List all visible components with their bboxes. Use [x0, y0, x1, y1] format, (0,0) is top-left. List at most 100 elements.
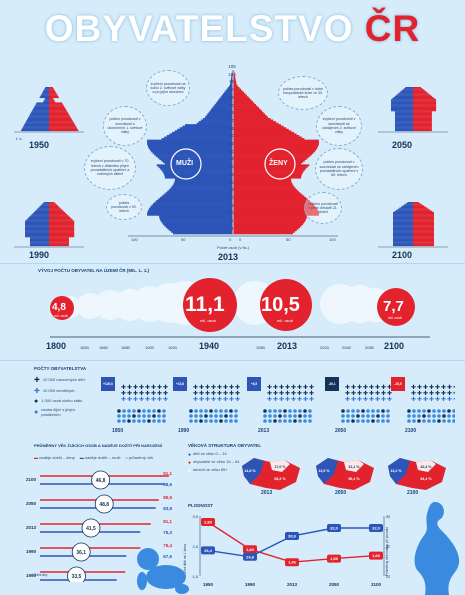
x-tick: 100	[329, 237, 336, 242]
person-icon	[209, 409, 213, 413]
person-icon	[422, 414, 426, 418]
pyramid-bar-women	[233, 128, 289, 131]
mini-bar-women	[49, 203, 56, 205]
pyramid-bar-men	[172, 184, 233, 187]
pyramid-bar-women	[233, 76, 236, 79]
mini-bar-men	[395, 128, 413, 130]
mini-bar-women	[49, 221, 75, 223]
mini-bar-men	[30, 239, 49, 241]
person-icon	[117, 409, 121, 413]
mini-bar-women	[413, 88, 423, 90]
mini-bar-men	[40, 205, 49, 207]
cross-icon: ✚	[285, 390, 290, 397]
mini-bar-women	[413, 117, 432, 119]
avg-age-value: 33,5	[72, 574, 82, 580]
pyramid-bar-women	[233, 114, 267, 117]
value-1800: 4,8	[52, 302, 66, 313]
pyramid-bar-men	[159, 196, 233, 199]
mini-bar-men	[393, 219, 413, 221]
cross-icon: ✚	[199, 384, 204, 391]
mini-bar-men	[40, 94, 49, 96]
pyramid-bar-women	[233, 170, 304, 173]
value-2013: 10,5	[261, 294, 300, 316]
person-icon	[142, 419, 146, 423]
person-icon	[268, 409, 272, 413]
mini-bar-men	[41, 93, 49, 95]
person-icon	[442, 414, 446, 418]
women-circle	[264, 148, 296, 180]
person-icon	[234, 409, 238, 413]
pyramid-bar-women	[233, 155, 311, 157]
pyramid-bar-men	[161, 138, 233, 140]
cross-icon: ✚	[151, 396, 156, 403]
pyramid-bar-women	[233, 104, 256, 106]
person-icon	[407, 419, 411, 423]
person-icon	[361, 409, 365, 413]
pyramid-bar-men	[229, 85, 233, 88]
pyramid-bar-women	[233, 127, 287, 130]
person-icon	[437, 419, 441, 423]
bubble-2100	[377, 288, 415, 326]
cross-icon: ✚	[279, 390, 284, 397]
mini-bar-women	[49, 101, 56, 103]
person-icon	[273, 419, 277, 423]
mini-bar-men	[393, 232, 413, 234]
person-icon	[412, 419, 416, 423]
pyramid-bar-men	[148, 209, 233, 212]
pyramid-bar-women	[233, 159, 305, 162]
pyramid-bar-women	[233, 204, 315, 207]
mini-bar-men	[391, 99, 413, 101]
pyramid-bar-women	[233, 73, 235, 75]
cross-icon: ✚	[435, 390, 440, 397]
pyramid-bar-men	[158, 198, 233, 201]
mini-bar-women	[49, 217, 71, 219]
pyramid-bar-women	[233, 85, 238, 88]
mini-bar-men	[395, 120, 413, 122]
mini-bar-women	[49, 129, 79, 132]
cross-icon: ✚	[291, 384, 296, 391]
mini-bar-women	[49, 113, 69, 115]
mini-bar-women	[49, 210, 64, 212]
mini-bar-men	[37, 208, 49, 210]
person-icon	[452, 414, 455, 418]
mini-bar-women	[49, 114, 70, 116]
cross-icon: ✚	[435, 396, 440, 403]
person-icon	[219, 419, 223, 423]
mini-bar-men	[25, 235, 49, 237]
cross-icon: ✚	[121, 384, 126, 391]
pyramid-bar-women	[233, 107, 259, 109]
pyramid-bar-women	[233, 220, 306, 222]
mini-bar-men	[401, 206, 413, 208]
pyramid-bar-women	[233, 134, 300, 137]
mini-bar-men	[395, 111, 413, 113]
mini-bar-men	[27, 118, 49, 121]
cross-icon: ✚	[429, 396, 434, 403]
person-icon	[189, 414, 193, 418]
person-icon	[147, 419, 151, 423]
pyramid-bar-women	[233, 223, 304, 226]
mini-bar-women	[413, 112, 432, 114]
structure-value: 54,4 %	[420, 477, 432, 481]
mini-bar-women	[413, 127, 432, 129]
pyramid-bar-women	[233, 116, 268, 119]
person-icon	[308, 419, 312, 423]
cross-icon: ✚	[351, 384, 356, 391]
mini-bar-women	[49, 106, 65, 108]
mini-bar-men	[393, 218, 413, 220]
pyramid-bar-women	[233, 215, 307, 218]
person-icon	[278, 419, 282, 423]
cross-icon: ✚	[217, 384, 222, 391]
pyramid-bar-men	[169, 133, 233, 136]
mini-bar-women	[49, 115, 70, 117]
note-bubble: zvýšení porodnosti v první dekádě 21. st…	[304, 192, 342, 224]
pyramid-bar-women	[233, 113, 265, 116]
mini-bar-men	[393, 236, 413, 238]
pyramid-bar-women	[233, 189, 298, 191]
pyramid-bar-women	[233, 138, 305, 140]
pyramid-bar-men	[219, 97, 233, 100]
mini-bar-men	[395, 122, 413, 124]
person-icon	[298, 414, 302, 418]
pyramid-bar-women	[233, 181, 292, 184]
pyramid-bar-men	[151, 204, 233, 207]
count-badge	[101, 377, 115, 391]
